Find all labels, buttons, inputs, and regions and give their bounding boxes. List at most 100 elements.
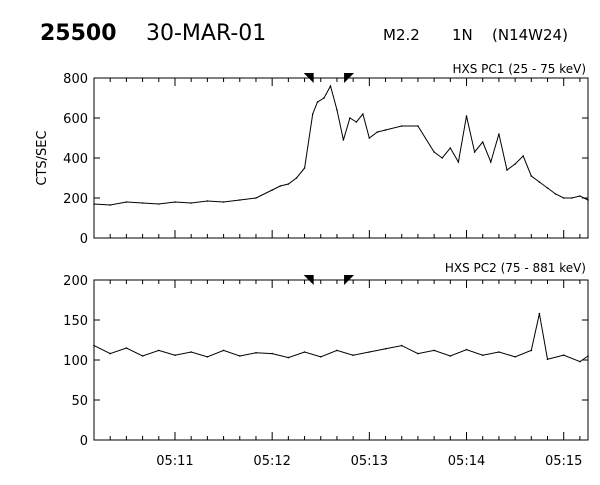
y-tick-label: 400	[63, 152, 88, 167]
data-point	[473, 151, 476, 153]
data-point	[157, 203, 160, 205]
data-marks	[93, 73, 589, 206]
data-point	[522, 155, 525, 157]
data-point	[287, 356, 290, 359]
data-point	[449, 355, 452, 357]
data-point	[498, 133, 500, 135]
data-point	[349, 117, 351, 119]
data-marks	[93, 275, 589, 363]
panel-title: HXS PC2 (75 - 881 keV)	[445, 261, 586, 275]
data-point	[571, 197, 573, 199]
y-tick-label: 0	[80, 232, 88, 247]
flare-class: M2.2	[383, 26, 420, 44]
panel-title: HXS PC1 (25 - 75 keV)	[452, 62, 586, 76]
data-point	[206, 200, 209, 202]
data-point	[400, 125, 403, 127]
data-point	[362, 113, 364, 115]
y-tick-label: 150	[63, 314, 88, 329]
data-point	[174, 201, 176, 203]
data-point	[238, 355, 241, 357]
data-point	[238, 199, 241, 201]
data-point	[190, 351, 192, 353]
data-point	[174, 354, 176, 357]
data-point	[319, 356, 322, 358]
data-point	[336, 349, 338, 352]
data-point	[562, 354, 565, 357]
data-point	[449, 147, 452, 149]
data-point	[490, 161, 492, 163]
y-axis-label: CTS/SEC	[35, 130, 50, 185]
data-point	[433, 151, 435, 153]
data-point	[506, 169, 508, 171]
data-point	[222, 201, 225, 203]
data-point	[355, 121, 358, 123]
data-point	[323, 97, 325, 99]
data-point	[417, 125, 419, 127]
data-point	[481, 354, 484, 357]
count-rate-line	[93, 313, 589, 363]
data-point	[279, 185, 282, 187]
y-tick-label: 600	[63, 112, 88, 127]
event-marker	[344, 275, 355, 285]
data-point	[271, 352, 273, 355]
data-point	[342, 139, 345, 141]
data-point	[222, 349, 225, 352]
data-point	[141, 355, 144, 357]
x-tick-label: 05:11	[156, 454, 193, 469]
axis-ticks: 0 50 100 150 200 05:11 05:12 05:13 05:14 05:15	[63, 274, 588, 469]
data-point	[141, 202, 144, 204]
count-rate-line	[93, 84, 589, 206]
data-point	[93, 344, 95, 347]
data-point	[206, 356, 209, 358]
data-point	[562, 197, 565, 199]
data-point	[538, 312, 541, 315]
data-point	[336, 109, 338, 111]
data-point	[546, 187, 549, 189]
event-date: 30-MAR-01	[146, 21, 266, 46]
data-point	[376, 131, 379, 133]
data-point	[255, 197, 257, 199]
data-point	[329, 85, 332, 87]
data-point	[109, 204, 111, 206]
x-tick-label: 05:12	[253, 454, 290, 469]
data-point	[587, 199, 589, 201]
y-tick-label: 100	[63, 354, 88, 369]
event-id: 25500	[40, 21, 117, 46]
panel-pc1: HXS PC1 (25 - 75 keV) CTS/SEC 0 200 400 600…	[35, 62, 589, 247]
plot-frame	[93, 77, 589, 239]
data-point	[433, 349, 435, 352]
data-point	[554, 193, 557, 195]
data-point	[579, 195, 581, 197]
flare-location: (N14W24)	[492, 26, 568, 44]
data-point	[530, 175, 533, 177]
y-tick-label: 800	[63, 72, 88, 87]
data-point	[316, 101, 319, 103]
data-point	[303, 167, 306, 169]
event-marker	[303, 275, 314, 285]
data-point	[295, 177, 298, 179]
data-point	[93, 203, 95, 205]
data-point	[481, 141, 484, 143]
data-point	[579, 360, 581, 363]
data-point	[303, 351, 306, 353]
x-tick-label: 05:13	[351, 454, 388, 469]
data-point	[530, 349, 533, 352]
data-point	[125, 201, 128, 203]
data-point	[465, 115, 468, 117]
data-point	[368, 137, 371, 139]
panel-pc2: HXS PC2 (75 - 881 keV) 0 50 100 150 200 05:11…	[63, 261, 589, 469]
data-point	[271, 189, 273, 191]
flare-importance: 1N	[452, 26, 473, 44]
data-point	[384, 348, 387, 350]
data-point	[457, 161, 460, 163]
data-point	[311, 113, 314, 115]
data-point	[417, 352, 419, 355]
data-point	[384, 129, 387, 131]
axis-ticks: 0 200 400 600 800	[63, 72, 588, 247]
x-tick-label: 05:15	[545, 454, 582, 469]
data-point	[538, 181, 541, 183]
x-tick-label: 05:14	[448, 454, 485, 469]
plot-frame	[93, 279, 589, 441]
